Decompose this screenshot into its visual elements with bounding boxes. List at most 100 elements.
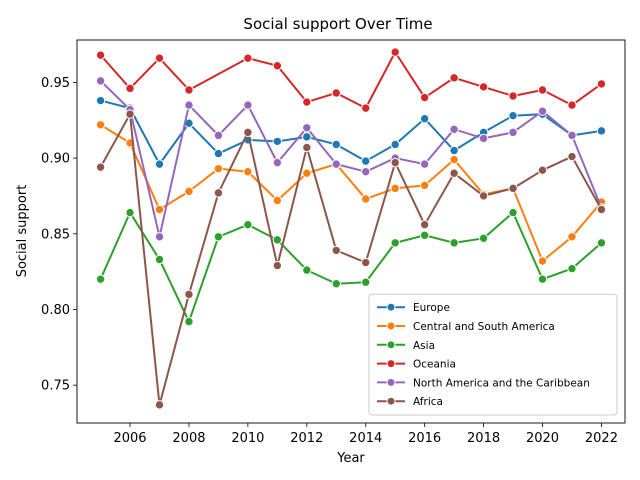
data-point [537,274,548,284]
data-point [302,265,312,275]
data-point [537,256,548,266]
data-point [302,132,312,142]
x-tick-label: 2016 [408,431,441,446]
data-point [272,136,283,147]
data-point [154,159,165,169]
data-point [272,61,283,71]
data-point [390,157,400,168]
x-axis: 2006 2008 2010 2012 2014 2016 2018 2020 2022 [113,423,618,446]
axes-frame [76,39,626,424]
data-point [331,279,341,289]
data-point [596,79,607,89]
data-point [302,168,312,178]
data-point [184,316,194,327]
data-point [95,76,106,86]
data-point [243,219,253,230]
data-point [243,127,253,138]
data-point [361,103,371,113]
x-tick-label: 2022 [585,431,618,446]
legend-frame [368,293,618,416]
data-point [272,157,283,168]
legend-item: Central and South America [377,321,555,333]
data-point [449,145,459,156]
legend-swatch-marker [386,321,396,331]
data-point [419,230,430,240]
legend-label: Central and South America [413,321,555,333]
y-tick-label: 0.80 [41,303,70,318]
x-tick-label: 2014 [349,431,382,446]
data-point [361,257,371,268]
legend-item: Asia [377,340,435,352]
data-point [213,148,224,159]
data-point [272,195,283,206]
data-point [508,91,518,101]
data-point [567,130,577,141]
data-point [537,165,548,175]
data-point [537,106,548,116]
data-point [184,186,194,197]
x-tick-label: 2018 [467,431,500,446]
data-point [596,238,607,248]
data-point [478,191,489,201]
data-point [567,232,577,242]
data-point [478,82,489,92]
data-point [302,97,312,107]
series-oceania [95,47,607,113]
data-point [508,183,518,194]
data-point [331,245,341,256]
data-point [449,168,459,178]
data-point [478,233,489,244]
legend-swatch-marker [386,396,396,406]
legend-swatch-marker [386,359,396,369]
data-point [449,238,459,248]
legend-swatch-marker [386,377,396,387]
data-point [184,85,194,95]
data-point [213,232,224,242]
data-point [361,156,371,166]
data-point [419,180,430,191]
x-tick-label: 2008 [172,431,205,446]
data-point [154,53,165,63]
data-point [390,139,400,150]
data-point [419,114,430,124]
data-point [596,126,607,136]
legend-item: Africa [377,396,443,408]
y-tick-label: 0.90 [41,152,70,167]
y-tick-label: 0.85 [41,227,70,242]
data-point [272,260,283,271]
series-line-africa [99,113,603,406]
data-point [419,159,430,169]
legend-label: Europe [413,302,450,314]
data-point [184,289,194,300]
data-point [213,163,224,174]
x-tick-label: 2010 [231,431,264,446]
y-tick-label: 0.75 [41,379,70,394]
data-point [302,142,312,153]
data-point [331,159,341,169]
data-point [154,254,165,265]
series-line-north-america-and-the-caribbean [99,80,603,238]
data-point [95,50,106,60]
data-point [508,207,518,218]
data-point [125,207,135,218]
data-point [95,274,106,284]
data-point [243,53,253,63]
legend-item: Oceania [377,359,456,371]
data-point [213,130,224,141]
data-point [154,204,165,215]
chart-title: Social support Over Time [243,15,432,33]
data-point [125,109,135,119]
data-point [449,124,459,135]
data-point [508,127,518,138]
data-point [361,277,371,287]
plot-area [95,47,607,410]
data-point [154,400,165,410]
data-point [184,100,194,110]
data-point [537,85,548,95]
legend-swatch-marker [386,302,396,312]
series-africa [95,109,607,410]
x-tick-label: 2020 [526,431,559,446]
y-tick-label: 0.95 [41,76,70,91]
legend-label: Oceania [413,359,456,371]
data-point [95,162,106,172]
